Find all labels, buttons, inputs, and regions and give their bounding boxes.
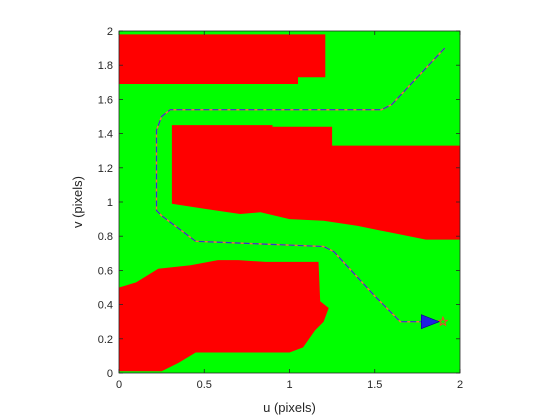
y-tick-label: 1 bbox=[107, 197, 113, 209]
goal-star-marker bbox=[437, 315, 449, 327]
obstacle-bottom-block bbox=[119, 260, 329, 372]
marker-layer bbox=[421, 314, 449, 330]
path-series-2 bbox=[155, 47, 446, 323]
axes-layer: 0 0.5 1 1.5 2 0 0.2 0.4 0.6 0.8 1 1.2 1.4 1.6 1.8 2 bbox=[98, 26, 463, 391]
y-tick-label: 0.6 bbox=[98, 265, 113, 277]
x-tick-label: 1.5 bbox=[367, 379, 382, 391]
y-tick-label: 1.6 bbox=[98, 94, 113, 106]
y-tick-label: 0.4 bbox=[98, 300, 113, 312]
y-tick-label: 0.8 bbox=[98, 231, 113, 243]
x-tick-label: 0.5 bbox=[197, 379, 212, 391]
obstacle-middle-block bbox=[171, 125, 460, 240]
y-axis-label: v (pixels) bbox=[70, 176, 85, 228]
y-tick-label: 1.8 bbox=[98, 60, 113, 72]
obstacle-layer bbox=[119, 34, 460, 372]
x-tick-label: 1 bbox=[286, 379, 292, 391]
x-tick-label: 0 bbox=[116, 379, 122, 391]
path-layer bbox=[155, 47, 446, 323]
x-axis-label: u (pixels) bbox=[263, 400, 316, 415]
obstacle-top-left-block bbox=[119, 34, 326, 84]
y-tick-label: 2 bbox=[107, 26, 113, 38]
y-tick-label: 1.2 bbox=[98, 163, 113, 175]
y-tick-label: 0 bbox=[107, 368, 113, 380]
vehicle-marker bbox=[421, 314, 441, 330]
y-tick-label: 0.2 bbox=[98, 334, 113, 346]
x-tick-label: 2 bbox=[457, 379, 463, 391]
y-tick-label: 1.4 bbox=[98, 129, 113, 141]
